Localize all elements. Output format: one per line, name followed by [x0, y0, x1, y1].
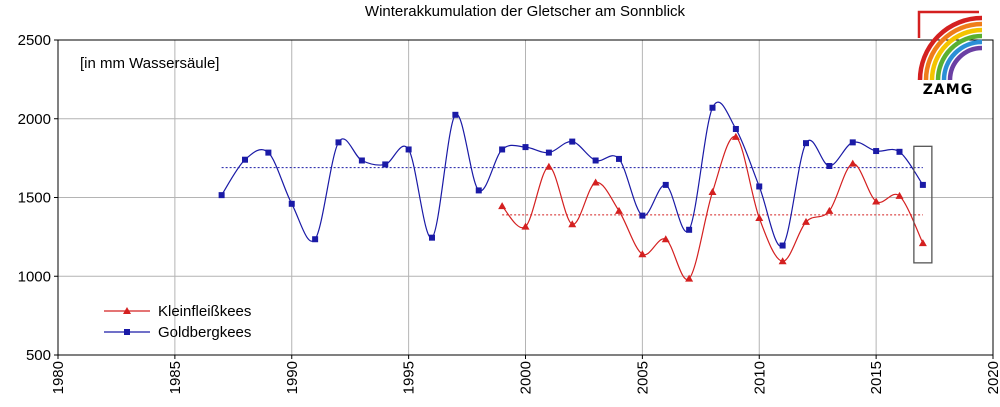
- data-point: [499, 146, 506, 153]
- data-point: [288, 200, 295, 207]
- y-tick-label: 1500: [18, 190, 51, 207]
- data-point: [312, 236, 319, 243]
- y-tick-label: 2500: [18, 32, 51, 49]
- zamg-logo: ZAMG: [917, 10, 983, 98]
- series-markers: [218, 104, 927, 282]
- data-point: [825, 206, 834, 214]
- x-tick-label: 2000: [518, 361, 535, 394]
- data-point: [452, 111, 459, 118]
- logo-arc: [947, 45, 983, 81]
- data-point: [895, 191, 904, 199]
- x-tick-label: 2020: [985, 361, 1000, 394]
- x-tick-label: 2005: [634, 361, 651, 394]
- data-point: [826, 163, 833, 169]
- chart-title: Winterakkumulation der Gletscher am Sonn…: [365, 3, 686, 20]
- data-point: [686, 226, 693, 233]
- legend-item-goldbergkees: Goldbergkees: [104, 324, 251, 341]
- logo-arc: [941, 39, 983, 81]
- data-point: [335, 139, 342, 146]
- data-point: [638, 250, 647, 258]
- legend-label-goldbergkees: Goldbergkees: [158, 324, 251, 341]
- logo-arc: [935, 33, 983, 81]
- data-point: [591, 178, 600, 186]
- data-point: [545, 149, 552, 156]
- data-point: [685, 274, 694, 282]
- logo-rainbow-icon: [917, 15, 983, 81]
- series-line-0: [501, 136, 924, 280]
- legend: Kleinfleißkees Goldbergkees: [104, 303, 251, 341]
- data-point: [756, 183, 763, 190]
- data-point: [708, 187, 717, 195]
- data-point: [709, 104, 716, 111]
- x-tick-label: 1990: [284, 361, 301, 394]
- data-point: [429, 234, 435, 241]
- data-point: [265, 149, 272, 156]
- data-point: [522, 144, 529, 151]
- data-point: [498, 202, 507, 210]
- unit-note: [in mm Wassersäule]: [80, 55, 219, 72]
- data-point: [896, 148, 903, 155]
- data-point: [662, 181, 669, 188]
- x-tick-label: 1980: [50, 361, 67, 394]
- legend-marker-square-icon: [124, 329, 130, 335]
- y-tick-label: 2000: [18, 111, 51, 128]
- x-tick-label: 2010: [751, 361, 768, 394]
- data-point: [568, 220, 577, 228]
- data-point: [849, 139, 856, 146]
- logo-arc: [929, 27, 983, 81]
- data-point: [639, 212, 646, 219]
- data-point: [569, 138, 576, 145]
- data-point: [848, 159, 857, 167]
- logo-frame: [917, 10, 979, 38]
- legend-item-kleinfleisskees: Kleinfleißkees: [104, 303, 251, 320]
- legend-marker-triangle-icon: [123, 307, 131, 314]
- data-point: [661, 235, 670, 243]
- data-point: [918, 239, 927, 247]
- data-point: [803, 140, 809, 147]
- logo-arc: [923, 21, 983, 81]
- y-tick-label: 1000: [18, 268, 51, 285]
- data-point: [521, 222, 530, 230]
- data-point: [382, 161, 389, 168]
- data-point: [778, 257, 787, 265]
- data-point: [475, 187, 482, 194]
- x-tick-label: 1995: [401, 361, 418, 394]
- data-point: [615, 206, 623, 214]
- data-point: [732, 125, 739, 132]
- data-point: [873, 148, 880, 155]
- logo-text: ZAMG: [923, 82, 973, 98]
- data-point: [731, 132, 740, 140]
- grid: [58, 40, 993, 355]
- data-point: [755, 213, 764, 221]
- series-lines: [221, 101, 924, 280]
- data-point: [242, 156, 248, 163]
- x-axis-ticks: 1980 1985 1990 1995 2000 2005 2010 2015 2020: [50, 355, 1000, 394]
- logo-arc: [917, 15, 983, 81]
- highlight-box: [913, 145, 933, 264]
- legend-label-kleinfleisskees: Kleinfleißkees: [158, 303, 251, 320]
- y-axis-ticks: 500 1000 1500 2000 2500: [18, 32, 58, 364]
- data-point: [358, 157, 365, 164]
- data-point: [802, 217, 810, 225]
- data-point: [919, 181, 926, 188]
- data-point: [544, 162, 553, 170]
- y-tick-label: 500: [26, 347, 51, 364]
- data-point: [592, 157, 599, 164]
- data-point: [218, 192, 225, 199]
- data-point: [405, 146, 412, 153]
- data-point: [616, 155, 622, 162]
- x-tick-label: 1985: [167, 361, 184, 394]
- x-tick-label: 2015: [868, 361, 885, 394]
- data-point: [779, 242, 786, 249]
- mean-lines: [221, 167, 923, 216]
- data-point: [872, 197, 881, 205]
